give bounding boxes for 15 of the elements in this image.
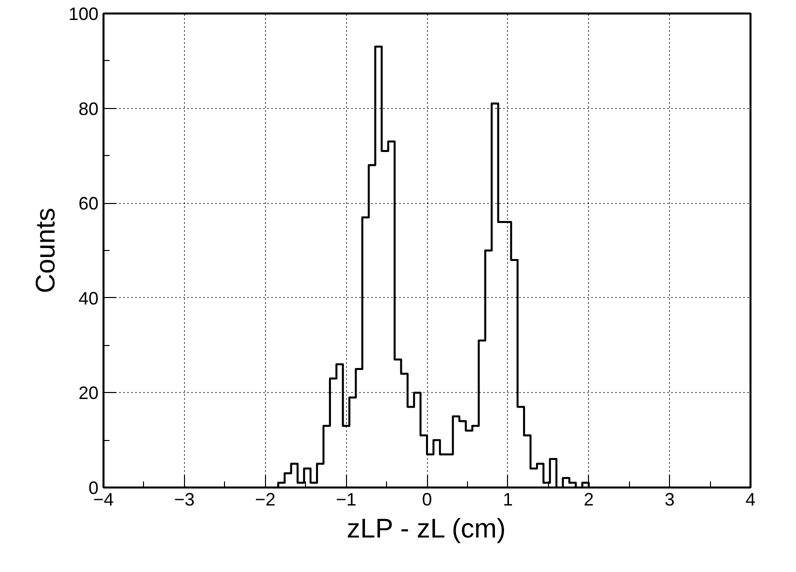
- y-tick-label: 100: [68, 4, 99, 24]
- x-tick-label: 2: [584, 490, 594, 510]
- x-tick-label: 1: [502, 490, 513, 510]
- x-tick-label: −1: [336, 490, 356, 510]
- x-tick-label: −2: [254, 490, 276, 510]
- y-tick-label: 40: [78, 288, 99, 308]
- x-tick-label: 4: [745, 490, 756, 510]
- y-tick-label: 60: [78, 194, 99, 214]
- y-tick-label: 80: [78, 98, 99, 119]
- x-tick-label: 0: [422, 490, 432, 510]
- x-axis-title: zLP - zL (cm): [346, 514, 506, 544]
- y-tick-label: 20: [78, 383, 99, 404]
- y-axis-title: Counts: [30, 208, 60, 294]
- x-tick-label: 3: [664, 490, 675, 510]
- x-tick-label: −3: [174, 490, 195, 510]
